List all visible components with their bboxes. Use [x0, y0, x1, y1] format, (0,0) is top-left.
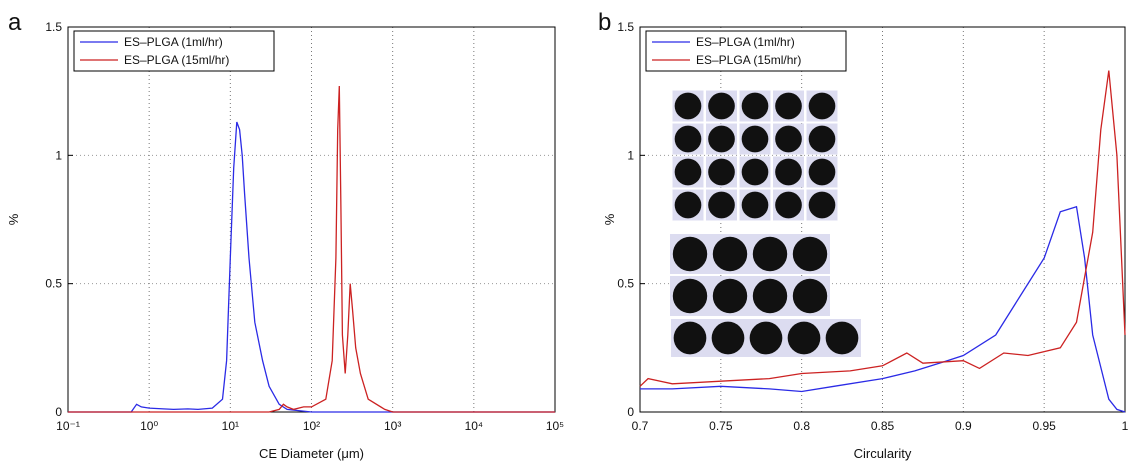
inset-particle: [808, 191, 836, 219]
inset-particle: [808, 125, 836, 153]
x-tick-label: 0.85: [871, 419, 895, 433]
inset-particle: [673, 321, 707, 355]
series-line: [68, 121, 555, 413]
y-axis-title: %: [6, 213, 21, 225]
y-tick-label: 0: [627, 405, 634, 419]
inset-particle: [674, 125, 702, 153]
inset-particle: [674, 158, 702, 186]
inset-particle: [808, 92, 836, 120]
y-axis-title: %: [602, 213, 617, 225]
y-tick-label: 1.5: [617, 20, 634, 34]
panel-label: a: [8, 9, 22, 36]
x-tick-label: 1: [1122, 419, 1129, 433]
y-tick-label: 1: [627, 148, 634, 162]
inset-particle: [672, 236, 708, 272]
inset-particle: [775, 92, 802, 120]
y-tick-label: 1: [55, 148, 62, 162]
y-tick-label: 1.5: [45, 20, 62, 34]
legend-box: [73, 30, 275, 72]
inset-particle: [741, 191, 769, 219]
inset-particle: [712, 236, 748, 272]
inset-particle: [808, 158, 836, 186]
inset-particle: [712, 278, 748, 314]
inset-particle: [749, 321, 783, 355]
inset-particle: [775, 158, 802, 186]
inset-particle: [708, 191, 735, 219]
y-tick-label: 0.5: [617, 277, 634, 291]
x-tick-label: 10⁻¹: [56, 419, 80, 433]
inset-particle: [752, 278, 788, 314]
x-tick-label: 0.95: [1032, 419, 1056, 433]
inset-particle: [674, 191, 702, 219]
series-line: [639, 70, 1126, 387]
legend-label: ES–PLGA (15ml/hr): [696, 53, 801, 67]
inset-particle: [708, 158, 735, 186]
series-line: [640, 205, 1126, 413]
x-tick-label: 10⁰: [140, 419, 158, 433]
inset-particle: [792, 278, 828, 314]
x-tick-label: 0.8: [793, 419, 810, 433]
series-line: [68, 85, 555, 413]
inset-particle: [708, 92, 735, 120]
x-tick-label: 10¹: [222, 419, 239, 433]
legend-box: [645, 30, 847, 72]
inset-particle: [674, 92, 702, 120]
inset-particle: [752, 236, 788, 272]
legend-label: ES–PLGA (1ml/hr): [124, 35, 223, 49]
x-tick-label: 0.75: [709, 419, 733, 433]
x-tick-label: 0.7: [632, 419, 649, 433]
legend-label: ES–PLGA (1ml/hr): [696, 35, 795, 49]
x-tick-label: 10²: [303, 419, 320, 433]
y-tick-label: 0.5: [45, 277, 62, 291]
inset-particle: [711, 321, 745, 355]
plot-frame: [639, 26, 1126, 413]
inset-particle: [825, 321, 859, 355]
y-tick-label: 0: [55, 405, 62, 419]
x-tick-label: 10⁵: [546, 419, 564, 433]
x-axis-title: CE Diameter (μm): [259, 446, 364, 461]
legend-label: ES–PLGA (15ml/hr): [124, 53, 229, 67]
panel-label: b: [598, 9, 611, 36]
inset-particle: [672, 278, 708, 314]
x-tick-label: 10³: [384, 419, 401, 433]
inset-particle: [775, 125, 802, 153]
inset-particle: [787, 321, 821, 355]
x-axis-title: Circularity: [854, 446, 912, 461]
inset-particle: [741, 158, 769, 186]
inset-particle: [792, 236, 828, 272]
inset-particle: [741, 92, 769, 120]
inset-particle: [708, 125, 735, 153]
x-tick-label: 0.9: [955, 419, 972, 433]
x-tick-label: 10⁴: [465, 419, 484, 433]
inset-particle: [741, 125, 769, 153]
inset-particle: [775, 191, 802, 219]
